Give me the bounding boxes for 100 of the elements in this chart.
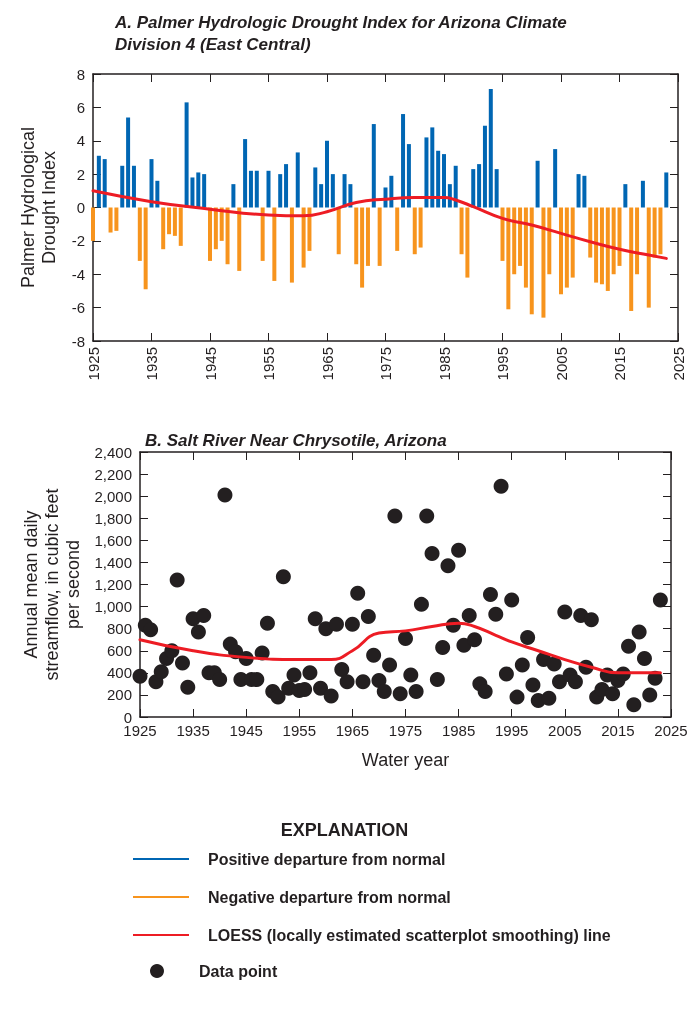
x-axis-title: Water year [361, 750, 450, 770]
bar [325, 140, 329, 208]
bar [529, 207, 534, 315]
bar [518, 207, 523, 266]
legend-label: Positive departure from normal [208, 850, 446, 868]
bar [248, 170, 253, 208]
bar [284, 164, 289, 208]
x-tick-label: 1935 [143, 347, 160, 381]
bar [442, 154, 446, 208]
bar [564, 207, 569, 288]
bar [395, 207, 400, 251]
bar [172, 207, 177, 236]
bar [664, 172, 669, 208]
bar [354, 207, 359, 265]
bar [330, 174, 335, 208]
bar [336, 207, 341, 255]
bar [102, 159, 107, 208]
bar [623, 184, 628, 208]
y-tick-label: 800 [106, 620, 132, 638]
bar [231, 184, 236, 208]
bar [377, 207, 382, 266]
y-tick-label: -4 [71, 265, 85, 283]
bar [617, 207, 622, 266]
legend-label: Data point [199, 962, 278, 980]
x-tick-label: 2015 [611, 347, 628, 381]
bar [570, 207, 575, 278]
bar [278, 174, 283, 208]
x-tick-label: 2005 [548, 722, 582, 739]
bar [594, 207, 599, 283]
bar [225, 207, 230, 265]
x-tick-label: 1945 [229, 722, 263, 739]
bar [482, 125, 487, 208]
bar [477, 164, 482, 208]
bar [96, 155, 101, 208]
y-tick-label: 200 [106, 686, 132, 704]
bar [553, 149, 558, 208]
bar [599, 207, 604, 285]
y-tick-label: 6 [76, 98, 85, 116]
bar [202, 174, 207, 208]
y-tick-label: 2,000 [94, 487, 132, 505]
y-tick-label: 8 [76, 65, 85, 83]
bar [488, 89, 493, 208]
bar [535, 160, 540, 208]
bar [266, 170, 271, 208]
y-tick-label: 1,000 [94, 598, 132, 616]
bar [559, 207, 563, 295]
y-tick-label: 1,200 [94, 576, 132, 593]
legend-label: LOESS (locally estimated scatterplot smoothing) line [208, 926, 611, 944]
bar [401, 114, 406, 208]
bar [611, 207, 616, 275]
x-tick-label: 1955 [282, 722, 316, 739]
x-tick-label: 1945 [201, 347, 219, 381]
x-tick-label: 2025 [669, 347, 687, 381]
bar [406, 144, 411, 208]
bar [243, 139, 248, 208]
legend-label: Negative departure from normal [208, 888, 451, 906]
bar [137, 207, 142, 261]
y-tick-label: 1,600 [94, 531, 132, 549]
y-axis-title: Palmer Hydrological Drought Index [17, 126, 59, 289]
bar [237, 207, 242, 271]
bar [131, 165, 136, 208]
bar [143, 207, 148, 290]
y-axis-title: Annual mean daily streamflow, in cubic feet per second [21, 488, 84, 681]
x-tick-label: 1965 [335, 722, 370, 739]
bar [605, 207, 610, 291]
bar [213, 207, 218, 250]
bar [588, 207, 593, 258]
chart-title: B. Salt River Near Chrysotile, Arizona [145, 430, 447, 450]
x-tick-label: 1995 [494, 347, 511, 381]
y-tick-label: 400 [106, 664, 132, 682]
x-tick-label: 1985 [441, 722, 476, 739]
bar [254, 170, 259, 208]
bar [120, 165, 125, 208]
x-tick-label: 1925 [84, 347, 102, 381]
y-tick-label: 600 [106, 642, 132, 660]
y-tick-label: 1,800 [94, 509, 132, 527]
line-series [91, 189, 668, 260]
bar [629, 207, 634, 311]
bar [471, 169, 476, 208]
bar [635, 207, 640, 275]
bar [260, 207, 265, 261]
bar [161, 207, 166, 250]
x-tick-label: 1965 [318, 347, 336, 381]
bar [272, 207, 277, 281]
bar [640, 180, 645, 208]
x-tick-label: 1975 [388, 722, 423, 739]
bar [523, 207, 528, 288]
x-tick-label: 2005 [552, 347, 570, 381]
x-tick-label: 2025 [654, 722, 688, 739]
x-tick-label: 1995 [495, 722, 529, 739]
legend-title: EXPLANATION [280, 820, 409, 840]
y-tick-label: -2 [71, 232, 85, 250]
bar [91, 207, 95, 241]
y-tick-label: 2,400 [94, 443, 132, 461]
bar [365, 207, 370, 266]
bar [418, 207, 423, 248]
bar [295, 152, 300, 208]
bar [289, 207, 294, 283]
bar [167, 207, 172, 235]
y-tick-label: 0 [76, 199, 85, 216]
